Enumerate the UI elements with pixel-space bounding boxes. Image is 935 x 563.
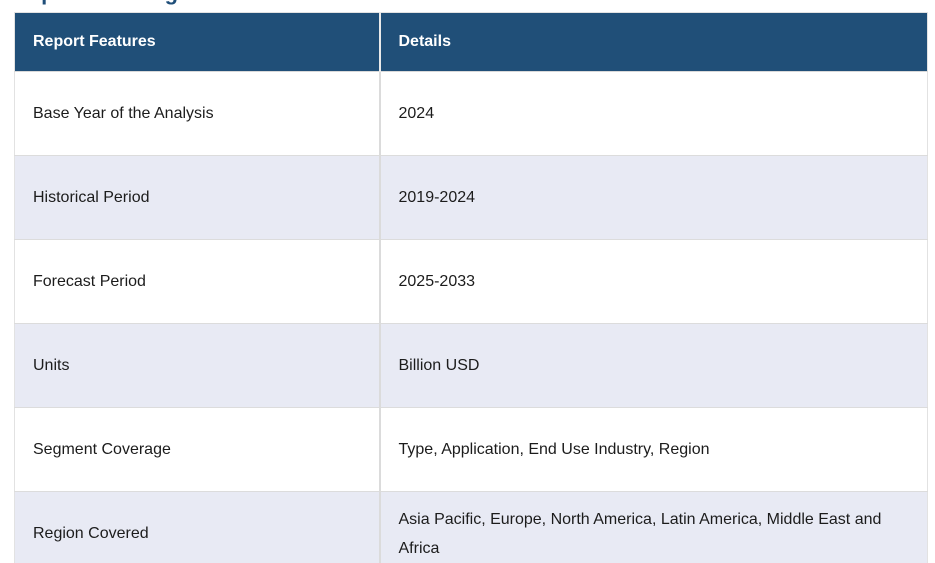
column-header-report-features: Report Features: [14, 12, 381, 72]
table-row: Segment Coverage Type, Application, End …: [14, 407, 928, 492]
detail-cell: 2019-2024: [379, 155, 928, 240]
table-header-row: Report Features Details: [14, 12, 928, 72]
detail-cell: Asia Pacific, Europe, North America, Lat…: [379, 491, 928, 563]
feature-cell: Historical Period: [14, 155, 381, 240]
table-row: Forecast Period 2025-2033: [14, 239, 928, 324]
report-features-table: Report Features Details Base Year of the…: [14, 12, 928, 563]
detail-cell: Billion USD: [379, 323, 928, 408]
column-header-details: Details: [379, 12, 928, 72]
feature-cell: Forecast Period: [14, 239, 381, 324]
table-row: Units Billion USD: [14, 323, 928, 408]
table-row: Region Covered Asia Pacific, Europe, Nor…: [14, 491, 928, 563]
feature-cell: Region Covered: [14, 491, 381, 563]
page-heading: Report Coverage: [13, 0, 190, 6]
feature-cell: Units: [14, 323, 381, 408]
table-row: Historical Period 2019-2024: [14, 155, 928, 240]
detail-cell: 2025-2033: [379, 239, 928, 324]
detail-cell: Type, Application, End Use Industry, Reg…: [379, 407, 928, 492]
feature-cell: Segment Coverage: [14, 407, 381, 492]
table-row: Base Year of the Analysis 2024: [14, 71, 928, 156]
feature-cell: Base Year of the Analysis: [14, 71, 381, 156]
detail-cell: 2024: [379, 71, 928, 156]
